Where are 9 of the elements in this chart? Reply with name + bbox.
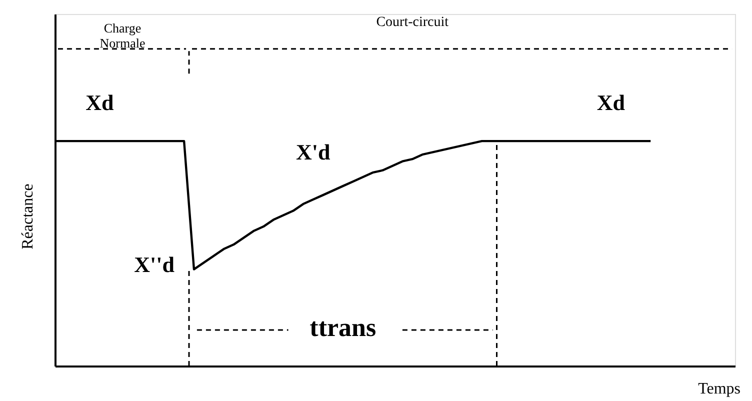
text: Xd xyxy=(596,90,625,115)
text: Xd xyxy=(86,90,114,115)
annotation: X''d xyxy=(134,252,174,277)
text: Charge Normale xyxy=(100,20,146,51)
annotation: X'd xyxy=(296,139,330,164)
x-axis-title: Temps xyxy=(698,380,740,398)
annotation: ttrans xyxy=(310,312,376,342)
text: Court-circuit xyxy=(376,14,449,30)
y-axis-title: Réactance xyxy=(20,184,36,250)
